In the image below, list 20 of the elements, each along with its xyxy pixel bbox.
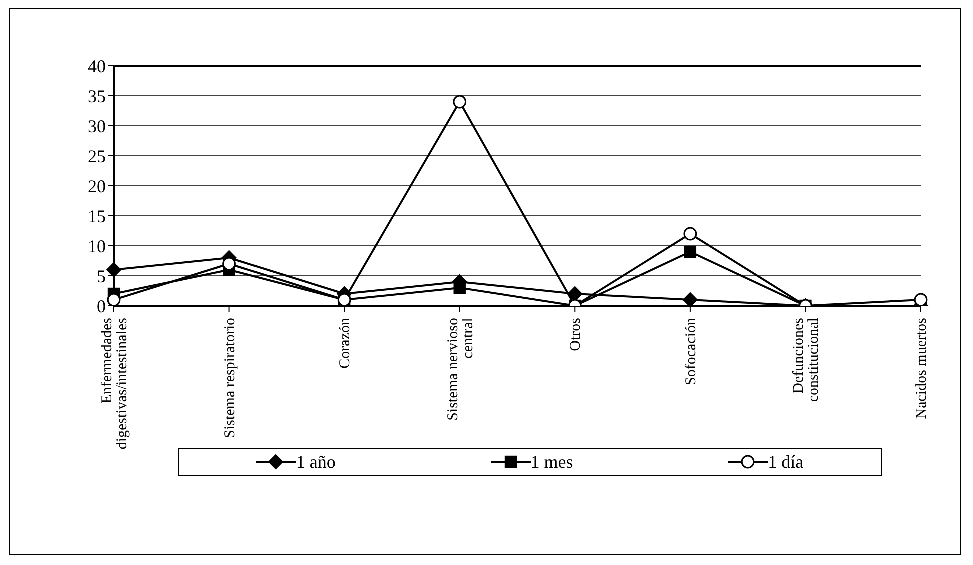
x-tick-label: Defunciones constitucional [791, 318, 822, 402]
y-tick-label: 15 [88, 206, 106, 226]
legend-label: 1 día [768, 452, 804, 472]
x-tick-label: Sofocación [683, 318, 700, 386]
x-tick-label: Corazón [338, 318, 354, 369]
x-tick-label: Sistema nervioso central [445, 318, 476, 421]
y-tick-label: 5 [97, 266, 106, 286]
x-tick-label: Sistema respiratorio [222, 318, 238, 438]
y-tick-label: 35 [88, 86, 106, 106]
x-tick-label: Otros [568, 318, 584, 352]
y-tick-label: 30 [88, 116, 106, 136]
legend-label: 1 mes [530, 452, 574, 472]
y-tick-label: 0 [97, 296, 106, 316]
y-tick-label: 40 [88, 56, 106, 76]
x-tick-label: Enfermedades digestivas/intestinales [100, 318, 130, 450]
y-tick-label: 20 [88, 176, 106, 196]
legend-label: 1 año [296, 452, 336, 472]
x-tick-label: Nacidos muertos [914, 318, 930, 420]
y-tick-label: 10 [88, 236, 106, 256]
y-tick-label: 25 [88, 146, 106, 166]
